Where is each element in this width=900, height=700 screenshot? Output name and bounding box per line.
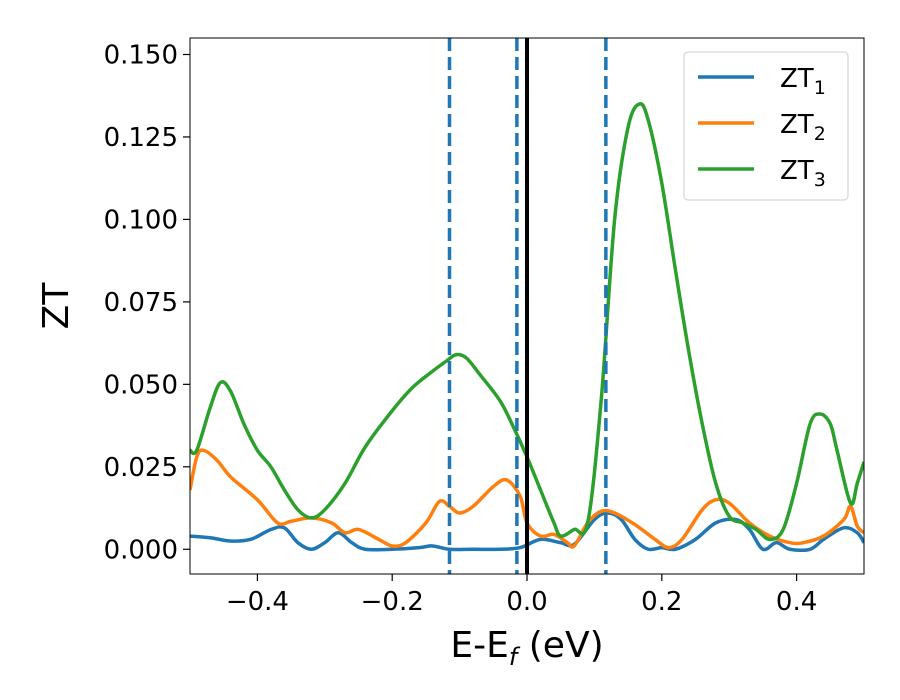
x-tick-label: 0.0: [506, 587, 547, 617]
series-line-zt3: [190, 102, 864, 542]
x-tick-label: −0.2: [361, 587, 424, 617]
legend: ZT1 ZT2 ZT3: [683, 51, 849, 201]
legend-label-zt3: ZT3: [780, 156, 826, 191]
y-tick-label: 0.125: [104, 123, 178, 153]
y-tick-label: 0.100: [104, 205, 178, 235]
legend-label-zt1: ZT1: [780, 64, 826, 99]
x-tick-label: −0.4: [226, 587, 289, 617]
legend-box: [683, 51, 849, 201]
legend-label-zt2: ZT2: [780, 110, 826, 145]
y-tick-label: 0.050: [104, 370, 178, 400]
series-line-zt1: [190, 511, 864, 553]
x-axis-label-main: E-E: [450, 625, 508, 666]
y-axis-label: ZT: [36, 282, 77, 330]
x-axis-label: E-Ef (eV): [450, 625, 603, 671]
y-tick-label: 0.150: [104, 40, 178, 70]
x-tick-label: 0.4: [776, 587, 817, 617]
y-tick-label: 0.000: [104, 535, 178, 565]
y-axis: 0.000 0.025 0.050 0.075 0.100 0.125 0.150: [104, 40, 190, 565]
x-axis: −0.4 −0.2 0.0 0.2 0.4: [226, 574, 817, 617]
y-tick-label: 0.075: [104, 288, 178, 318]
plot-area: [190, 38, 864, 574]
y-tick-label: 0.025: [104, 453, 178, 483]
x-tick-label: 0.2: [641, 587, 682, 617]
x-axis-label-unit: (eV): [517, 625, 603, 666]
